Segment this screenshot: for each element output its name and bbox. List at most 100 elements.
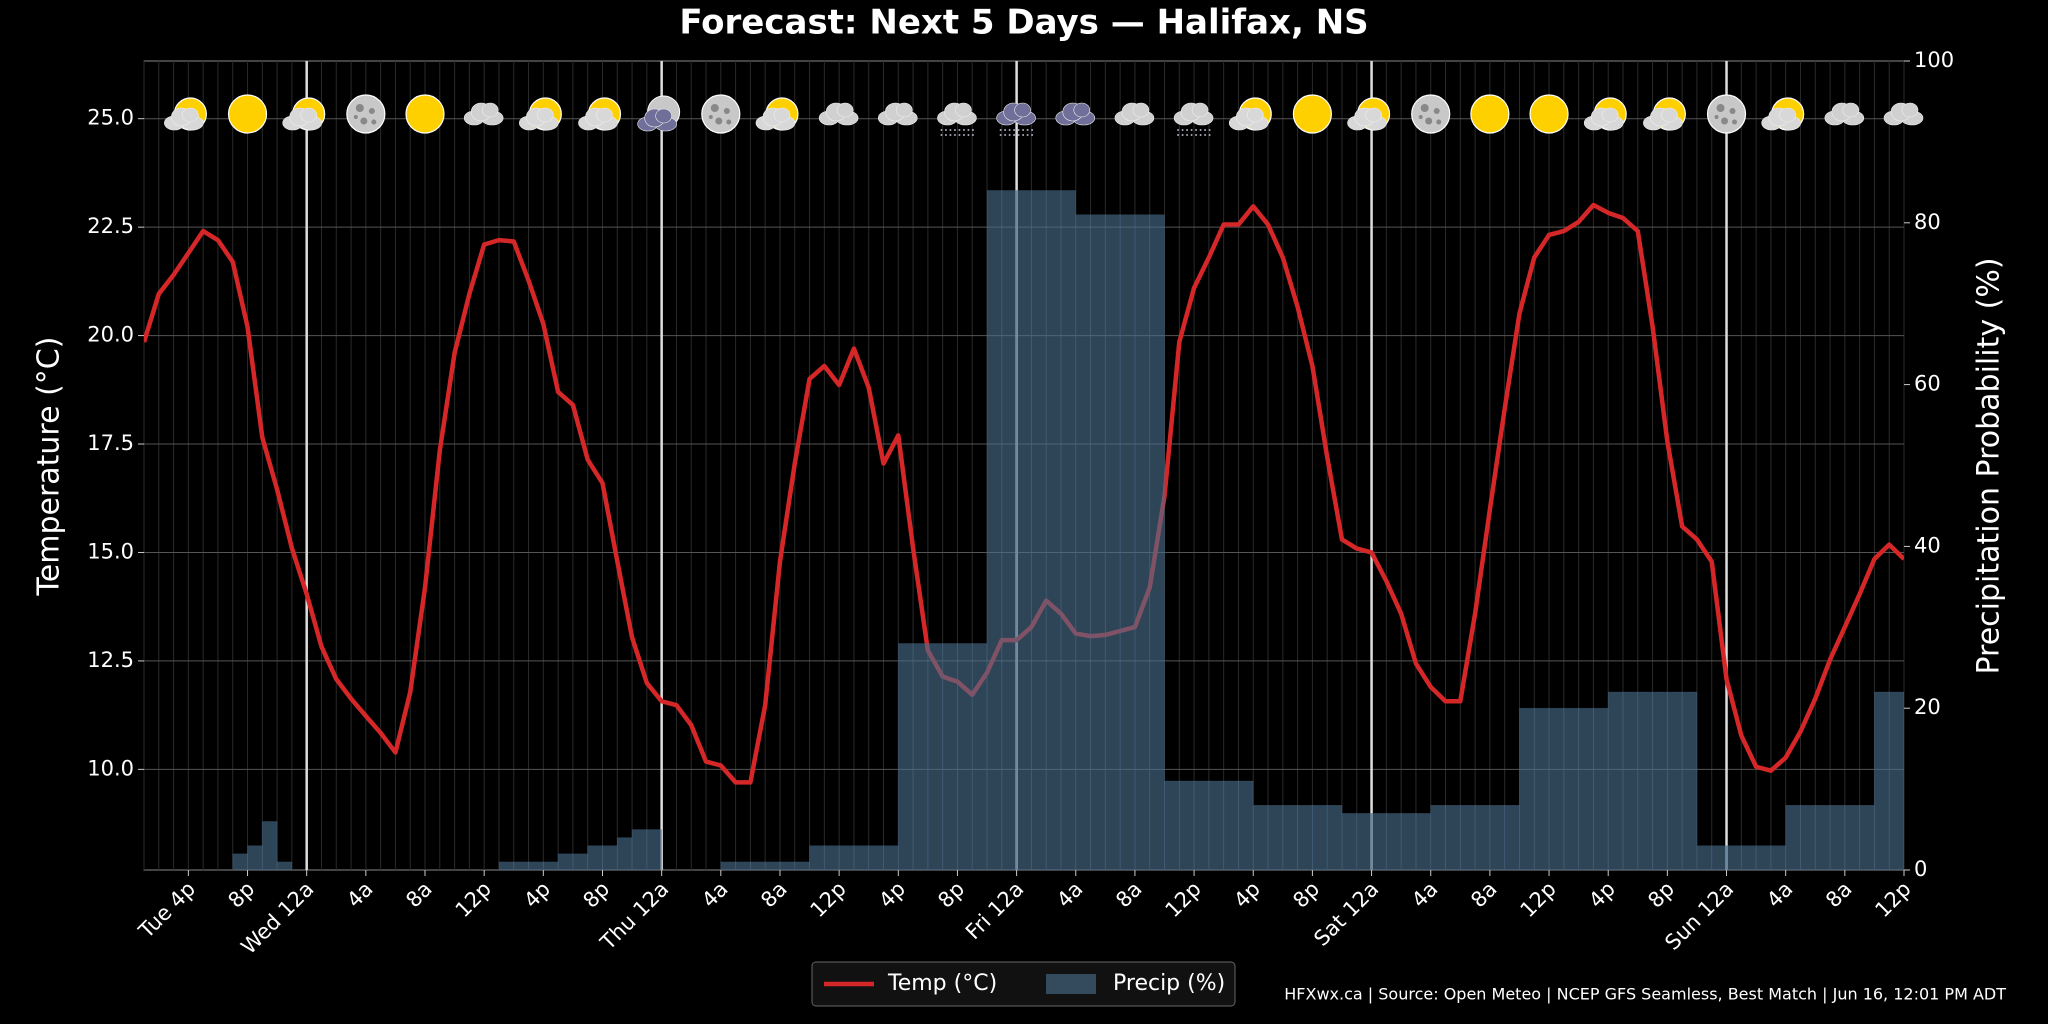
icon-rain — [1004, 134, 1007, 136]
icon-crater — [1721, 117, 1729, 125]
precip-bar — [883, 845, 899, 870]
icon-rain — [1177, 129, 1180, 131]
icon-rain — [1199, 134, 1202, 136]
icon-cloud-part — [1901, 102, 1919, 118]
precip-bar — [986, 190, 1003, 870]
precip-bar — [1356, 813, 1372, 870]
precip-bar — [942, 643, 958, 870]
y-axis-label: Temperature (°C) — [32, 337, 67, 597]
icon-rain — [962, 129, 965, 131]
legend-swatch — [1046, 974, 1096, 994]
weather-icon — [1173, 102, 1214, 136]
y-tick-label: 10.0 — [87, 756, 134, 780]
weather-icon — [996, 102, 1036, 136]
icon-cloud-part — [1842, 102, 1860, 118]
precip-bar — [1371, 813, 1387, 870]
icon-rain — [1190, 129, 1193, 131]
precip-bar — [1445, 804, 1461, 870]
weather-icon — [1228, 97, 1272, 131]
precip-bar — [1282, 804, 1298, 870]
precip-bar — [779, 861, 796, 870]
precip-bar — [1400, 813, 1417, 870]
icon-rain — [944, 134, 947, 136]
icon-crater — [1732, 119, 1738, 125]
precip-bar — [543, 861, 559, 870]
precip-bar — [262, 821, 278, 870]
weather-icon — [1643, 97, 1686, 131]
icon-rain — [1204, 129, 1207, 131]
precip-bar — [1031, 190, 1047, 870]
precip-bar — [587, 845, 603, 870]
precip-bar — [498, 861, 515, 870]
weather-icon — [282, 97, 326, 131]
precip-bar — [1859, 804, 1875, 870]
weather-icon — [227, 94, 268, 134]
icon-moon — [1706, 94, 1747, 134]
icon-rain — [1022, 129, 1025, 131]
precip-bar — [1430, 804, 1446, 870]
icon-rain — [1195, 129, 1198, 131]
precip-bar — [1696, 845, 1713, 870]
weather-icon — [346, 94, 386, 134]
weather-icon — [1411, 94, 1451, 134]
source-note: HFXwx.ca | Source: Open Meteo | NCEP GFS… — [1284, 985, 2006, 1004]
precip-bar — [1090, 214, 1106, 870]
icon-sun — [405, 94, 445, 134]
icon-moon — [346, 94, 386, 134]
y2-tick-label: 0 — [1914, 857, 1927, 881]
icon-rain — [1181, 129, 1184, 131]
icon-rain — [949, 129, 952, 131]
icon-rain — [1017, 129, 1020, 131]
icon-rain — [1186, 134, 1189, 136]
legend-label: Temp (°C) — [887, 971, 997, 996]
weather-icon — [877, 102, 918, 126]
precip-bar — [1726, 845, 1742, 870]
icon-rain — [1008, 134, 1011, 136]
precip-bar — [513, 861, 529, 870]
icon-cloud-part — [1601, 107, 1619, 123]
icon-rain — [944, 129, 947, 131]
weather-icon — [405, 94, 445, 134]
icon-rain — [953, 129, 956, 131]
icon-rain — [1008, 129, 1011, 131]
icon-moon — [701, 94, 741, 134]
precip-bar — [1504, 804, 1520, 870]
icon-cloud-part — [955, 102, 972, 118]
precip-bar — [1593, 707, 1609, 870]
precip-bar — [971, 643, 988, 870]
precip-bar — [720, 861, 736, 870]
icon-cloud-part — [596, 107, 613, 123]
precip-bar — [1888, 691, 1904, 870]
precip-bar — [912, 643, 929, 870]
precip-bar — [1178, 780, 1195, 870]
icon-cloud-part — [1779, 107, 1796, 123]
precip-bar — [1238, 780, 1254, 870]
icon-moon — [1411, 94, 1451, 134]
icon-cloud-part — [537, 107, 554, 123]
precip-bar — [1844, 804, 1860, 870]
y2-tick-label: 80 — [1914, 210, 1941, 234]
icon-crater — [726, 119, 732, 125]
weather-icon — [1761, 97, 1805, 131]
precip-bar — [1533, 707, 1550, 870]
icon-rain — [999, 129, 1002, 131]
icon-cloud-part — [1191, 102, 1209, 118]
icon-crater — [1420, 104, 1429, 112]
precip-bar — [1814, 804, 1831, 870]
icon-cloud-part — [300, 107, 317, 123]
precip-bar — [1681, 691, 1698, 870]
precip-bar — [824, 845, 840, 870]
icon-cloud-part — [1014, 102, 1031, 118]
icon-rain — [1031, 129, 1034, 131]
icon-rain — [940, 129, 943, 131]
weather-icon — [1706, 94, 1747, 134]
y-tick-label: 15.0 — [87, 539, 134, 563]
weather-icon — [937, 102, 977, 136]
precip-bar — [1548, 707, 1565, 870]
weather-icon — [578, 97, 622, 131]
precip-bar — [1016, 190, 1032, 870]
precip-bar — [1741, 845, 1757, 870]
icon-rain — [1181, 134, 1184, 136]
icon-rain — [1208, 134, 1211, 136]
weather-icon — [1292, 94, 1333, 134]
